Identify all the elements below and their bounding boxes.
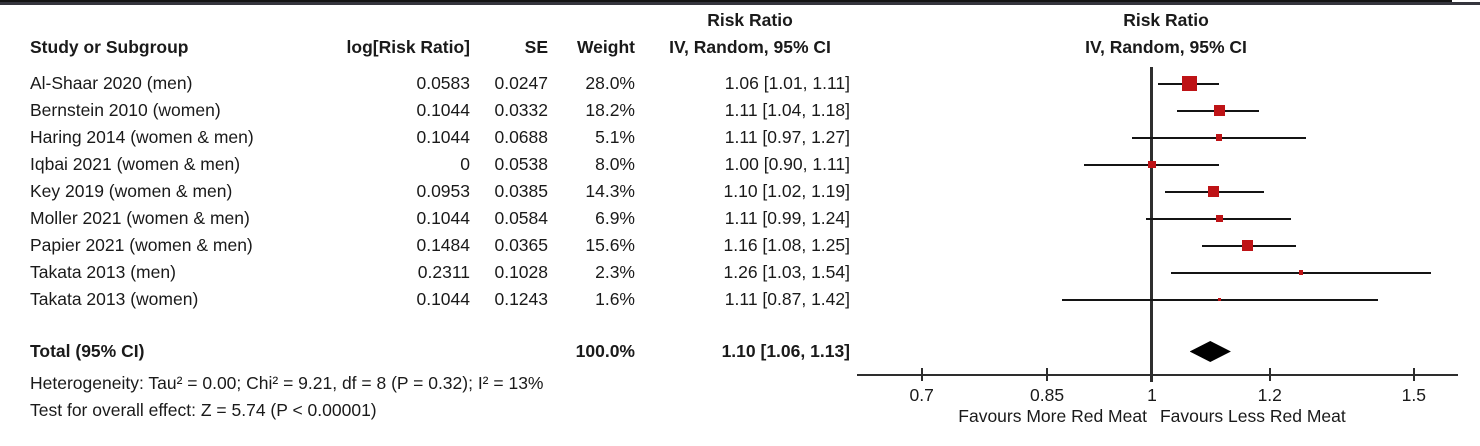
total-row: Total (95% CI) 100.0% 1.10 [1.06, 1.13] [0,338,870,365]
axis-tick-label: 1.5 [1401,385,1426,405]
axis-tick [1268,368,1271,381]
se-column-header: SE [524,37,548,57]
study-row: Haring 2014 (women & men) 0.1044 0.0688 5.1… [0,124,870,151]
weight-value: 6.9% [595,208,635,228]
weight-value: 18.2% [585,100,635,120]
effect-square [1213,104,1226,117]
weight-value: 5.1% [595,127,635,147]
axis-tick-label: 0.85 [1030,385,1065,405]
ci-text: 1.11 [0.87, 1.42] [724,289,850,309]
weight-value: 28.0% [585,73,635,93]
top-rule [0,2,1480,5]
study-row: Bernstein 2010 (women) 0.1044 0.0332 18.2% 1… [0,97,870,124]
weight-value: 8.0% [595,154,635,174]
ci-text: 1.16 [1.08, 1.25] [723,235,851,255]
axis-tick-label: 0.7 [909,385,934,405]
study-row: Al-Shaar 2020 (men) 0.0583 0.0247 28.0% 1.06… [0,70,870,97]
effect-square [1215,214,1223,223]
header-separator [0,0,1452,2]
se-value: 0.0538 [494,154,548,174]
axis-tick [920,368,923,381]
summary-diamond [1189,341,1231,362]
axis-tick [1151,368,1153,381]
study-name: Moller 2021 (women & men) [30,208,250,228]
axis-tick-label: 1.2 [1257,385,1282,405]
weight-column-header: Weight [576,37,635,57]
se-value: 0.0385 [494,181,548,201]
effect-square [1208,186,1219,197]
ci-text: 1.11 [1.04, 1.18] [724,100,850,120]
weight-value: 14.3% [585,181,635,201]
log-rr-value: 0.1044 [416,208,470,228]
total-label: Total (95% CI) [30,341,145,361]
heterogeneity-text: Heterogeneity: Tau² = 0.00; Chi² = 9.21,… [30,373,544,393]
log-rr-value: 0.1044 [416,100,470,120]
study-row: Takata 2013 (men) 0.2311 0.1028 2.3% 1.26 [1… [0,259,870,286]
study-name: Iqbai 2021 (women & men) [30,154,241,174]
no-effect-line [1150,67,1153,382]
ci-text: 1.26 [1.03, 1.54] [723,262,851,282]
study-row: Key 2019 (women & men) 0.0953 0.0385 14.3% 1… [0,178,870,205]
log-rr-column-header: log[Risk Ratio] [346,37,470,57]
se-value: 0.0332 [494,100,548,120]
study-column-header: Study or Subgroup [30,37,189,57]
se-value: 0.0247 [494,73,548,93]
axis-tick [1412,368,1415,381]
plot-column-subheader: IV, Random, 95% CI [1085,37,1247,57]
axis-tick-label: 1 [1147,385,1157,405]
favours-labels: Favours More Red Meat Favours Less Red M… [892,406,1412,426]
study-row: Moller 2021 (women & men) 0.1044 0.0584 6.9… [0,205,870,232]
axis-tick [1046,368,1049,381]
study-name: Takata 2013 (men) [30,262,176,282]
se-value: 0.0688 [494,127,548,147]
effect-square [1217,297,1222,302]
log-rr-value: 0.1484 [416,235,470,255]
se-value: 0.0584 [494,208,548,228]
log-rr-value: 0.1044 [416,289,470,309]
x-axis-line [857,374,1458,376]
effect-square [1182,76,1197,91]
study-name: Papier 2021 (women & men) [30,235,253,255]
effect-square [1216,134,1223,141]
study-name: Al-Shaar 2020 (men) [30,73,193,93]
se-value: 0.1028 [494,262,548,282]
study-name: Takata 2013 (women) [30,289,199,309]
total-ci-text: 1.10 [1.06, 1.13] [721,341,850,361]
se-value: 0.0365 [494,235,548,255]
favours-right-label: Favours Less Red Meat [1159,406,1346,426]
effect-square [1299,270,1304,275]
ci-column-subheader: IV, Random, 95% CI [669,37,831,57]
plot-column-title: Risk Ratio [1123,10,1209,30]
ci-text: 1.10 [1.02, 1.19] [723,181,851,201]
weight-value: 15.6% [585,235,635,255]
log-rr-value: 0.0583 [416,73,470,93]
effect-square [1242,240,1254,251]
weight-value: 2.3% [595,262,635,282]
study-name: Bernstein 2010 (women) [30,100,221,120]
log-rr-value: 0 [460,154,470,174]
study-row: Takata 2013 (women) 0.1044 0.1243 1.6% 1.11 … [0,286,870,313]
overall-effect-text: Test for overall effect: Z = 5.74 (P < 0… [30,400,377,420]
study-name: Haring 2014 (women & men) [30,127,254,147]
log-rr-value: 0.2311 [417,262,470,282]
log-rr-value: 0.0953 [416,181,470,201]
weight-value: 1.6% [595,289,635,309]
ci-text: 1.11 [0.99, 1.24] [724,208,850,228]
ci-text: 1.00 [0.90, 1.11] [724,154,850,174]
ci-text: 1.11 [0.97, 1.27] [724,127,850,147]
study-name: Key 2019 (women & men) [30,181,233,201]
ci-column-title: Risk Ratio [707,10,793,30]
effect-square [1148,160,1156,169]
ci-text: 1.06 [1.01, 1.11] [724,73,850,93]
favours-left-label: Favours More Red Meat [958,406,1147,426]
log-rr-value: 0.1044 [416,127,470,147]
study-row: Iqbai 2021 (women & men) 0 0.0538 8.0% 1.00 … [0,151,870,178]
study-row: Papier 2021 (women & men) 0.1484 0.0365 15.… [0,232,870,259]
se-value: 0.1243 [494,289,548,309]
total-weight: 100.0% [575,341,635,361]
